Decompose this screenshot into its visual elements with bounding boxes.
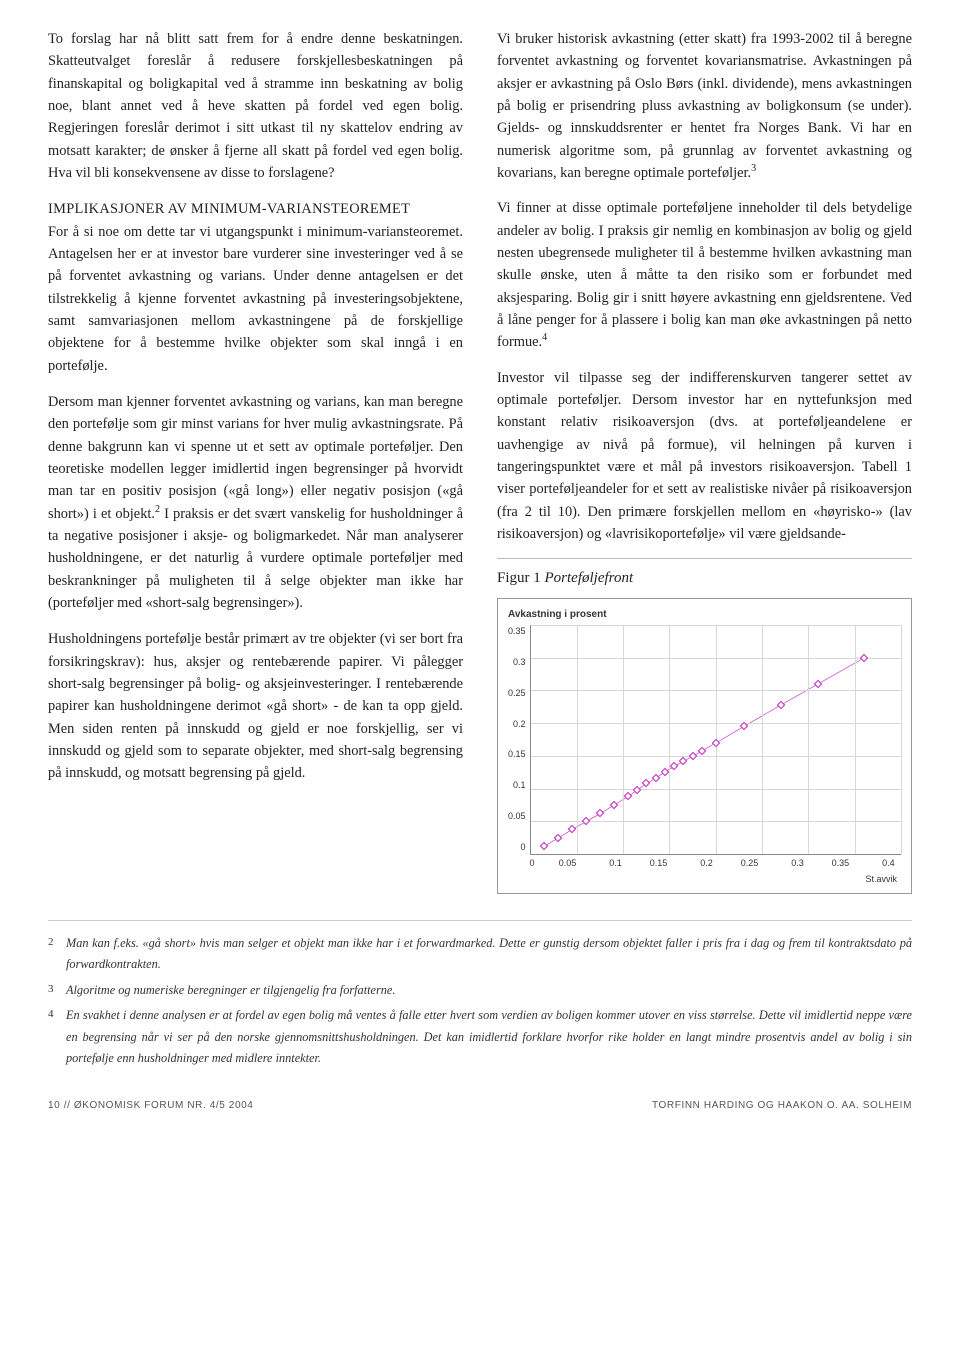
gridline-vertical <box>669 625 670 854</box>
x-tick-label: 0.35 <box>832 857 850 871</box>
footnote-number: 2 <box>48 933 58 976</box>
gridline-vertical <box>762 625 763 854</box>
footnote-ref: 3 <box>751 163 756 174</box>
footnotes-block: 2 Man kan f.eks. «gå short» hvis man sel… <box>48 920 912 1070</box>
chart-x-axis: 0 0.05 0.1 0.15 0.2 0.25 0.3 0.35 0.4 <box>532 857 901 871</box>
footnote-text: Algoritme og numeriske beregninger er ti… <box>66 980 395 1002</box>
y-tick-label: 0.35 <box>508 625 526 639</box>
chart-container: Avkastning i prosent 0.350.30.250.20.150… <box>497 598 912 893</box>
footnote-number: 4 <box>48 1005 58 1070</box>
y-tick-label: 0.05 <box>508 810 526 824</box>
chart-x-axis-title: St.avvik <box>508 873 901 887</box>
page: To forslag har nå blitt satt frem for å … <box>0 0 960 1131</box>
page-footer: 10 // ØKONOMISK FORUM NR. 4/5 2004 TORFI… <box>48 1100 912 1111</box>
y-tick-label: 0.25 <box>508 687 526 701</box>
footer-left: 10 // ØKONOMISK FORUM NR. 4/5 2004 <box>48 1100 253 1111</box>
x-tick-label: 0.1 <box>609 857 622 871</box>
chart-plot <box>530 625 901 855</box>
y-tick-label: 0.2 <box>513 718 526 732</box>
figure-1: Figur 1 Porteføljefront Avkastning i pro… <box>497 558 912 894</box>
paragraph: Husholdningens portefølje består primært… <box>48 628 463 784</box>
paragraph: To forslag har nå blitt satt frem for å … <box>48 28 463 184</box>
left-column: To forslag har nå blitt satt frem for å … <box>48 28 463 894</box>
footnote-text: En svakhet i denne analysen er at fordel… <box>66 1005 912 1070</box>
section-subhead: IMPLIKASJONER AV MINIMUM-VARIANSTEOREMET <box>48 201 410 217</box>
x-tick-label: 0.25 <box>741 857 759 871</box>
x-tick-label: 0.2 <box>700 857 713 871</box>
x-tick-label: 0.15 <box>650 857 668 871</box>
paragraph-text: Vi finner at disse optimale porteføljene… <box>497 200 912 350</box>
footnote-3: 3 Algoritme og numeriske beregninger er … <box>48 980 912 1002</box>
paragraph-text: Vi bruker historisk avkastning (etter sk… <box>497 31 912 181</box>
y-tick-label: 0 <box>521 841 526 855</box>
gridline-vertical <box>623 625 624 854</box>
two-column-body: To forslag har nå blitt satt frem for å … <box>48 28 912 894</box>
gridline-vertical <box>808 625 809 854</box>
footnote-text: Man kan f.eks. «gå short» hvis man selge… <box>66 933 912 976</box>
paragraph-text: For å si noe om dette tar vi utgangspunk… <box>48 224 463 374</box>
paragraph-text: Dersom man kjenner forventet avkastning … <box>48 394 463 522</box>
x-tick-label: 0 <box>529 857 534 871</box>
footnote-4: 4 En svakhet i denne analysen er at ford… <box>48 1005 912 1070</box>
footnote-number: 3 <box>48 980 58 1002</box>
gridline-vertical <box>855 625 856 854</box>
y-tick-label: 0.15 <box>508 748 526 762</box>
footer-right: TORFINN HARDING OG HAAKON O. AA. SOLHEIM <box>652 1100 912 1111</box>
x-tick-label: 0.4 <box>882 857 895 871</box>
x-tick-label: 0.05 <box>559 857 577 871</box>
figure-caption: Figur 1 Porteføljefront <box>497 567 912 590</box>
figure-label: Figur 1 <box>497 570 541 586</box>
y-tick-label: 0.1 <box>513 779 526 793</box>
paragraph: Investor vil tilpasse seg der indifferen… <box>497 367 912 546</box>
y-tick-label: 0.3 <box>513 656 526 670</box>
gridline-vertical <box>901 625 902 854</box>
footnote-ref: 4 <box>542 332 547 343</box>
chart-plot-area: 0.35 0.3 0.25 0.2 0.15 0.1 0.05 0 <box>508 625 901 855</box>
chart-y-axis: 0.35 0.3 0.25 0.2 0.15 0.1 0.05 0 <box>508 625 530 855</box>
gridline-vertical <box>577 625 578 854</box>
paragraph: IMPLIKASJONER AV MINIMUM-VARIANSTEOREMET… <box>48 198 463 377</box>
paragraph: Dersom man kjenner forventet avkastning … <box>48 391 463 614</box>
right-column: Vi bruker historisk avkastning (etter sk… <box>497 28 912 894</box>
chart-y-axis-title: Avkastning i prosent <box>508 607 901 623</box>
paragraph: Vi finner at disse optimale porteføljene… <box>497 197 912 353</box>
paragraph: Vi bruker historisk avkastning (etter sk… <box>497 28 912 184</box>
footnote-2: 2 Man kan f.eks. «gå short» hvis man sel… <box>48 933 912 976</box>
chart-x-axis-row: 0 0.05 0.1 0.15 0.2 0.25 0.3 0.35 0.4 <box>508 857 901 871</box>
x-tick-label: 0.3 <box>791 857 804 871</box>
figure-title-text: Porteføljefront <box>545 570 634 586</box>
